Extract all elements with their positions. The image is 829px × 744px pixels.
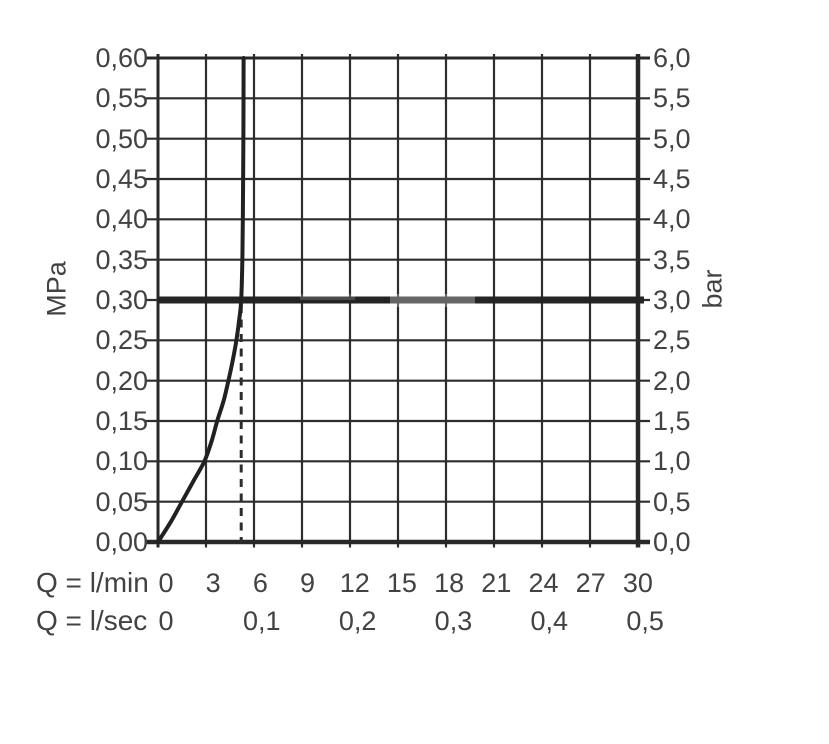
x-axis-lmin-tick-label: 9 [300,568,316,598]
right-axis-tick-label: 0,5 [653,486,691,517]
left-axis-tick-label: 0,25 [95,325,148,356]
right-axis-tick-label: 1,0 [653,446,691,477]
x-axis-lmin-tick-label: 30 [622,568,653,598]
x-axis-lsec-tick-label: 0,5 [626,606,664,636]
right-axis-tick-label: 6,0 [653,43,691,73]
x-axis-lmin-tick-label: 6 [252,568,268,598]
right-axis-tick-label: 1,5 [653,406,691,436]
left-axis-tick-label: 0,40 [95,204,148,235]
left-axis-tick-label: 0,50 [95,123,148,154]
right-axis-tick-label: 3,5 [653,244,691,275]
left-axis-tick-label: 0,10 [95,446,148,477]
watermark-artifact [390,294,475,307]
x-axis-lsec-tick-label: 0 [158,606,174,636]
x-axis-lmin-tick-label: 0 [158,568,174,598]
x-axis-lmin-tick-label: 3 [205,568,221,598]
x-axis-lmin-tick-label: 24 [528,568,559,598]
left-axis-tick-label: 0,35 [95,244,148,275]
left-axis-tick-label: 0,00 [95,527,148,557]
x-axis-lsec-tick-label: 0,1 [243,606,281,636]
x-axis-lmin-tick-label: 15 [386,568,417,598]
watermark-artifact [300,294,355,300]
right-axis-tick-label: 3,0 [653,285,691,315]
left-axis-tick-label: 0,20 [95,365,148,396]
x-axis-caption-lmin: Q = l/min [36,567,149,598]
x-axis-lmin-tick-label: 21 [481,568,512,598]
right-axis-tick-label: 2,0 [653,365,691,396]
right-axis-tick-label: 4,0 [653,204,691,235]
x-axis-lsec-tick-label: 0,3 [434,606,473,636]
x-axis-lmin-tick-label: 12 [339,568,370,598]
x-axis-lmin-tick-label: 18 [434,568,465,598]
left-axis-tick-label: 0,30 [95,285,148,315]
right-axis-tick-label: 2,5 [653,325,691,356]
right-axis-tick-label: 0,0 [653,527,691,557]
x-axis-lsec-tick-label: 0,4 [530,606,569,636]
left-axis-tick-label: 0,55 [95,83,148,114]
x-axis-caption-lsec: Q = l/sec [36,605,148,636]
left-axis-tick-label: 0,60 [95,43,148,73]
x-axis-lsec-tick-label: 0,2 [338,606,377,636]
right-axis-tick-label: 5,5 [653,83,691,114]
right-axis-tick-label: 4,5 [653,164,691,194]
x-axis-lmin-tick-label: 27 [575,568,606,598]
left-axis-tick-label: 0,45 [95,164,148,194]
right-axis-tick-label: 5,0 [653,123,691,154]
left-axis-tick-label: 0,05 [95,486,148,517]
left-axis-tick-label: 0,15 [95,406,148,436]
flow-pressure-curve [156,56,246,544]
